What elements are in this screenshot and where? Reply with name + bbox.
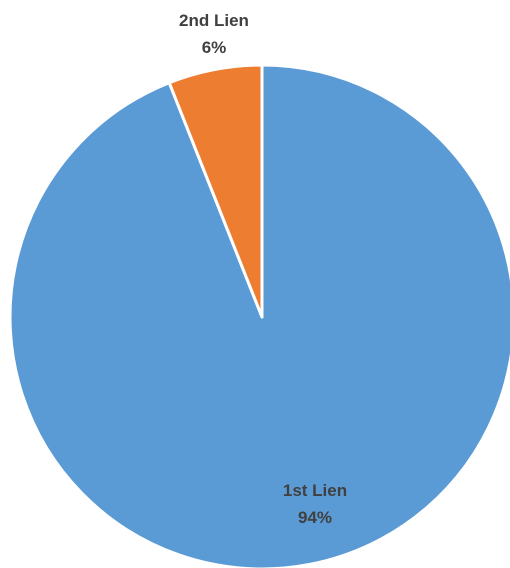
data-label-1st-lien-percent: 94% [298, 508, 332, 527]
pie-slice-2nd-lien [167, 63, 264, 319]
data-label-2nd-lien-category: 2nd Lien [179, 11, 249, 30]
data-label-1st-lien-category: 1st Lien [283, 481, 347, 500]
pie-slice-1st-lien [8, 63, 510, 568]
data-label-2nd-lien-percent: 6% [202, 38, 227, 57]
pie-slices [8, 63, 510, 568]
